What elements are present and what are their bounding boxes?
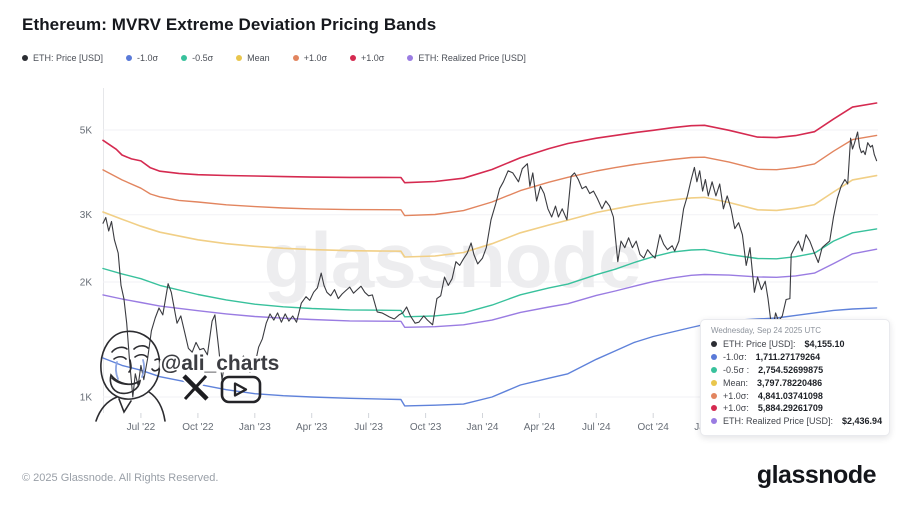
tooltip-row-5: +1.0σ: 5,884.29261709 bbox=[711, 402, 879, 415]
tooltip-row-2: -0.5σ : 2,754.52699875 bbox=[711, 364, 879, 377]
tooltip-date: Wednesday, Sep 24 2025 UTC bbox=[711, 326, 821, 335]
x-axis-label: Oct '23 bbox=[410, 422, 442, 433]
tooltip-row-value: $2,436.94 bbox=[842, 416, 883, 427]
legend-dot bbox=[407, 55, 414, 61]
tooltip-row-dot bbox=[711, 341, 717, 348]
legend-label: +1.0σ bbox=[361, 53, 385, 63]
glassnode-watermark: glassnode bbox=[264, 216, 641, 304]
tooltip-row-label: +1.0σ: bbox=[723, 403, 749, 414]
tooltip-row-label: -0.5σ : bbox=[723, 364, 750, 375]
legend-label: ETH: Realized Price [USD] bbox=[418, 53, 526, 63]
series-line-minus-05-sigma bbox=[102, 228, 878, 318]
legend-dot bbox=[22, 55, 28, 61]
tooltip-row-label: ETH: Realized Price [USD]: bbox=[723, 416, 834, 427]
tooltip-row-6: ETH: Realized Price [USD]: $2,436.94 bbox=[711, 415, 883, 428]
legend-label: +1.0σ bbox=[303, 53, 328, 63]
x-axis-label: Jul '22 bbox=[127, 422, 156, 433]
legend-item-0[interactable]: ETH: Price [USD] bbox=[22, 53, 103, 63]
copyright-text: © 2025 Glassnode. All Rights Reserved. bbox=[22, 472, 219, 484]
x-axis-label: Apr '23 bbox=[296, 422, 328, 433]
glassnode-logo: glassnode bbox=[756, 461, 877, 489]
x-axis-label: Jul '24 bbox=[582, 422, 611, 433]
legend-label: ETH: Price [USD] bbox=[33, 53, 104, 63]
chart-series-lines bbox=[102, 102, 878, 407]
tooltip-row-dot bbox=[711, 366, 717, 373]
x-axis-label: Jan '23 bbox=[239, 422, 271, 433]
youtube-play-icon bbox=[220, 375, 262, 404]
legend-item-5[interactable]: +1.0σ bbox=[350, 53, 384, 63]
legend-label: Mean bbox=[247, 53, 270, 63]
hover-tooltip: Wednesday, Sep 24 2025 UTC ETH: Price [U… bbox=[700, 319, 890, 436]
tooltip-row-0: ETH: Price [USD]: $4,155.10 bbox=[711, 338, 879, 351]
x-axis-label: Apr '24 bbox=[524, 422, 556, 433]
legend-dot bbox=[236, 55, 243, 61]
legend-dot bbox=[181, 55, 188, 61]
tooltip-row-3: Mean: 3,797.78220486 bbox=[711, 376, 879, 389]
x-axis-label: Jul '23 bbox=[354, 422, 383, 433]
tooltip-row-4: +1.0σ: 4,841.03741098 bbox=[711, 389, 879, 402]
tooltip-row-label: Mean: bbox=[723, 377, 749, 388]
y-axis-label: 2K bbox=[80, 278, 93, 289]
series-line-plus-1-sigma-upper bbox=[102, 102, 878, 184]
tooltip-row-dot bbox=[711, 418, 717, 425]
series-line-realized-price bbox=[102, 248, 878, 328]
legend: ETH: Price [USD] -1.0σ -0.5σ Mean +1.0σ +1.0σ… bbox=[22, 53, 526, 63]
tooltip-row-value: 4,841.03741098 bbox=[757, 390, 823, 401]
tooltip-row-1: -1.0σ: 1,711.27179264 bbox=[711, 351, 879, 364]
x-axis-label: Jan '24 bbox=[467, 422, 499, 433]
tooltip-row-value: 1,711.27179264 bbox=[755, 352, 821, 363]
series-line-mean bbox=[102, 174, 878, 258]
y-axis-label: 3K bbox=[80, 210, 93, 221]
legend-dot bbox=[126, 55, 133, 61]
legend-item-3[interactable]: Mean bbox=[236, 53, 270, 63]
tooltip-row-value: 5,884.29261709 bbox=[757, 403, 823, 414]
tooltip-row-label: ETH: Price [USD]: bbox=[723, 339, 796, 350]
series-line-plus-1-sigma bbox=[102, 134, 878, 217]
tooltip-row-dot bbox=[711, 354, 717, 361]
legend-item-6[interactable]: ETH: Realized Price [USD] bbox=[407, 53, 526, 63]
legend-label: -0.5σ bbox=[192, 53, 214, 63]
legend-dot bbox=[292, 55, 299, 61]
tooltip-row-dot bbox=[711, 392, 717, 399]
y-axis-label: 1K bbox=[80, 393, 93, 404]
tooltip-row-dot bbox=[711, 405, 717, 412]
ali-charts-watermark: @ali_charts bbox=[95, 330, 282, 422]
x-axis-label: Oct '24 bbox=[638, 422, 670, 433]
tooltip-row-dot bbox=[711, 379, 717, 386]
page-title: Ethereum: MVRV Extreme Deviation Pricing… bbox=[22, 15, 437, 34]
tooltip-row-label: +1.0σ: bbox=[723, 390, 749, 401]
tooltip-row-value: 3,797.78220486 bbox=[757, 377, 823, 388]
legend-item-1[interactable]: -1.0σ bbox=[126, 53, 158, 63]
legend-item-2[interactable]: -0.5σ bbox=[181, 53, 213, 63]
ali-charts-handle: @ali_charts bbox=[161, 352, 280, 375]
tooltip-row-value: 2,754.52699875 bbox=[758, 364, 824, 375]
series-line-eth-price bbox=[102, 131, 878, 398]
x-axis-label: Oct '22 bbox=[182, 422, 214, 433]
legend-label: -1.0σ bbox=[137, 53, 159, 63]
tooltip-row-value: $4,155.10 bbox=[804, 339, 845, 350]
x-twitter-icon bbox=[181, 373, 210, 402]
face-sketch-icon bbox=[95, 330, 166, 422]
tooltip-row-label: -1.0σ: bbox=[723, 352, 747, 363]
y-axis-label: 5K bbox=[80, 126, 93, 137]
legend-dot bbox=[350, 55, 357, 61]
legend-item-4[interactable]: +1.0σ bbox=[292, 53, 328, 63]
